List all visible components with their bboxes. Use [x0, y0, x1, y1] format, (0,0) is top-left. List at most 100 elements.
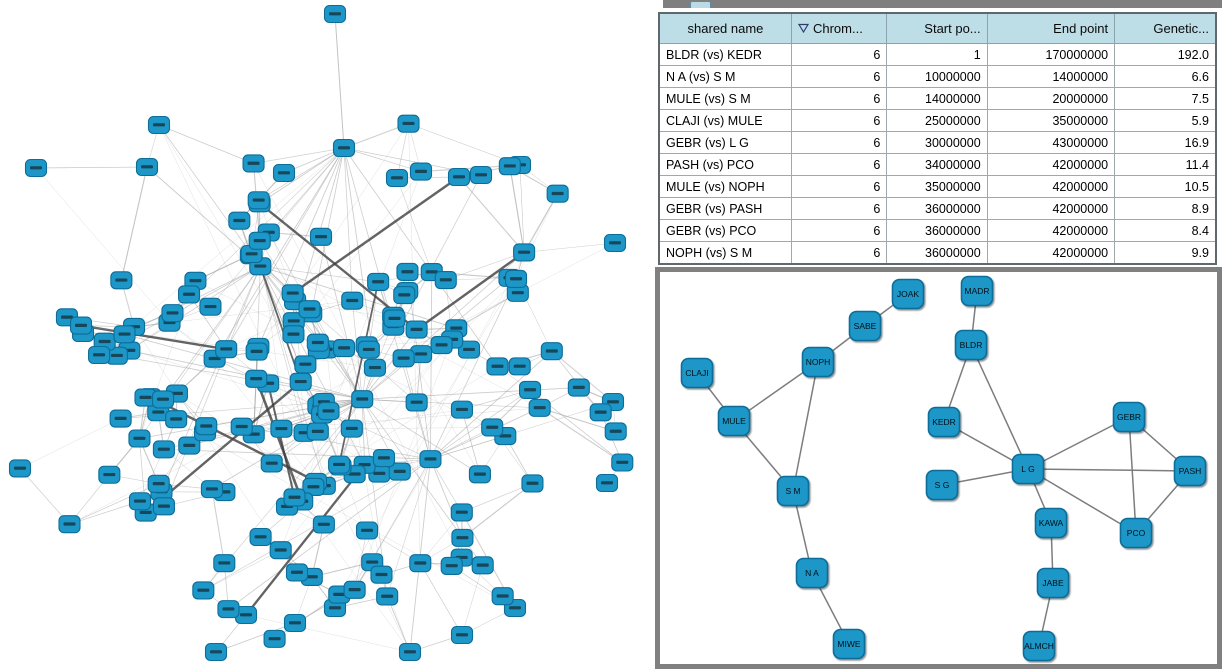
overview-network-node[interactable] — [419, 450, 442, 469]
overview-network-node[interactable] — [469, 165, 493, 185]
overview-network-node[interactable] — [281, 284, 304, 303]
table-cell[interactable]: 42000000 — [986, 197, 1116, 220]
table-cell[interactable]: 36000000 — [886, 241, 988, 265]
overview-network-node[interactable] — [317, 402, 340, 421]
table-cell[interactable]: 43000000 — [986, 131, 1116, 154]
column-header-end-point[interactable]: End point — [986, 12, 1116, 44]
overview-network-node[interactable] — [355, 521, 379, 540]
overview-network-node[interactable] — [309, 227, 333, 246]
overview-network-edge[interactable] — [509, 166, 525, 253]
overview-network-node[interactable] — [58, 515, 81, 534]
table-cell[interactable]: 6 — [790, 219, 888, 242]
table-cell[interactable]: 35000000 — [986, 109, 1116, 132]
overview-network-node[interactable] — [351, 390, 374, 409]
table-row[interactable]: N A (vs) S M 6 10000000 14000000 6.6 — [658, 65, 1217, 88]
overview-network-node[interactable] — [283, 613, 307, 633]
overview-network-node[interactable] — [376, 587, 399, 606]
table-cell[interactable]: 10.5 — [1114, 175, 1217, 198]
overview-network-edge[interactable] — [161, 266, 261, 492]
overview-network-node[interactable] — [184, 271, 207, 290]
overview-network-edge[interactable] — [19, 418, 121, 469]
overview-network-edge[interactable] — [396, 177, 432, 273]
detail-network-node[interactable]: L G — [1011, 453, 1045, 485]
overview-network-node[interactable] — [312, 515, 335, 534]
overview-network-edge[interactable] — [351, 427, 493, 429]
overview-network-node[interactable] — [177, 285, 201, 304]
overview-network-node[interactable] — [393, 286, 416, 305]
overview-network-node[interactable] — [270, 419, 293, 438]
overview-network-node[interactable] — [468, 465, 491, 484]
overview-network-node[interactable] — [306, 333, 329, 352]
overview-network-node[interactable] — [451, 528, 474, 547]
overview-network-edge[interactable] — [245, 464, 366, 616]
table-row[interactable]: GEBR (vs) PASH 6 36000000 42000000 8.9 — [658, 197, 1217, 220]
overview-network-node[interactable] — [486, 357, 509, 376]
detail-network-node[interactable]: SABE — [848, 310, 882, 342]
table-row[interactable]: PASH (vs) PCO 6 34000000 42000000 11.4 — [658, 153, 1217, 176]
overview-network-edge[interactable] — [343, 147, 394, 327]
table-row[interactable]: GEBR (vs) L G 6 30000000 43000000 16.9 — [658, 131, 1217, 154]
overview-network-edge[interactable] — [430, 272, 433, 460]
overview-network-edge[interactable] — [386, 596, 411, 653]
overview-network-node[interactable] — [385, 168, 409, 188]
overview-network-edge[interactable] — [334, 13, 345, 149]
detail-network-node[interactable]: KAWA — [1034, 507, 1068, 539]
overview-network-node[interactable] — [272, 163, 296, 183]
overview-network-edge[interactable] — [69, 500, 141, 525]
overview-network-edge[interactable] — [430, 350, 553, 460]
overview-network-node[interactable] — [491, 587, 514, 606]
detail-network-node[interactable]: MADR — [960, 275, 994, 307]
table-cell[interactable]: 35000000 — [886, 175, 988, 198]
overview-network-edge[interactable] — [162, 266, 261, 400]
table-cell[interactable]: 5.9 — [1114, 109, 1217, 132]
overview-network-node[interactable] — [409, 162, 433, 181]
table-cell[interactable]: 6 — [790, 175, 888, 198]
overview-network-node[interactable] — [283, 488, 306, 507]
overview-network-node[interactable] — [372, 449, 395, 468]
overview-network-edge[interactable] — [430, 435, 506, 460]
table-cell[interactable]: 8.9 — [1114, 197, 1217, 220]
overview-network-node[interactable] — [370, 565, 393, 584]
overview-network-node[interactable] — [388, 462, 411, 481]
overview-network-edge[interactable] — [461, 565, 483, 636]
overview-network-edge[interactable] — [258, 147, 345, 201]
overview-network-node[interactable] — [69, 316, 93, 335]
overview-network-node[interactable] — [434, 270, 457, 290]
overview-network-node[interactable] — [340, 419, 363, 438]
overview-network-edge[interactable] — [311, 171, 422, 314]
detail-network-node[interactable]: S G — [925, 469, 959, 501]
overview-network-edge[interactable] — [124, 333, 363, 400]
table-cell[interactable]: 25000000 — [886, 109, 988, 132]
overview-network-node[interactable] — [249, 527, 272, 547]
overview-network-edge[interactable] — [523, 193, 559, 253]
overview-network-node[interactable] — [242, 154, 265, 173]
overview-network-node[interactable] — [192, 581, 215, 600]
table-cell[interactable]: GEBR (vs) PASH — [658, 197, 792, 220]
overview-network-edge[interactable] — [343, 147, 353, 301]
panel-tab-chip[interactable] — [690, 1, 711, 8]
overview-network-node[interactable] — [392, 349, 415, 368]
overview-network-edge[interactable] — [254, 378, 304, 502]
overview-network-edge[interactable] — [343, 147, 376, 368]
overview-network-node[interactable] — [152, 440, 175, 459]
overview-network-node[interactable] — [457, 340, 481, 359]
overview-network-edge[interactable] — [361, 329, 417, 400]
overview-network-edge[interactable] — [461, 483, 533, 513]
table-cell[interactable]: 1 — [886, 43, 988, 66]
overview-network-node[interactable] — [367, 272, 390, 292]
overview-network-node[interactable] — [204, 642, 228, 662]
overview-network-node[interactable] — [405, 393, 428, 412]
overview-network-node[interactable] — [269, 541, 292, 560]
overview-network-node[interactable] — [328, 455, 351, 474]
table-row[interactable]: CLAJI (vs) MULE 6 25000000 35000000 5.9 — [658, 109, 1217, 132]
overview-network-edge[interactable] — [361, 399, 366, 465]
table-row[interactable]: MULE (vs) S M 6 14000000 20000000 7.5 — [658, 87, 1217, 110]
overview-network-edge[interactable] — [253, 378, 257, 435]
overview-network-node[interactable] — [113, 325, 136, 344]
overview-network-node[interactable] — [195, 417, 218, 436]
table-cell[interactable]: 42000000 — [986, 175, 1116, 198]
overview-network-node[interactable] — [165, 410, 188, 429]
overview-network-node[interactable] — [504, 269, 528, 288]
overview-network-node[interactable] — [289, 372, 312, 391]
overview-network-edge[interactable] — [362, 398, 540, 409]
